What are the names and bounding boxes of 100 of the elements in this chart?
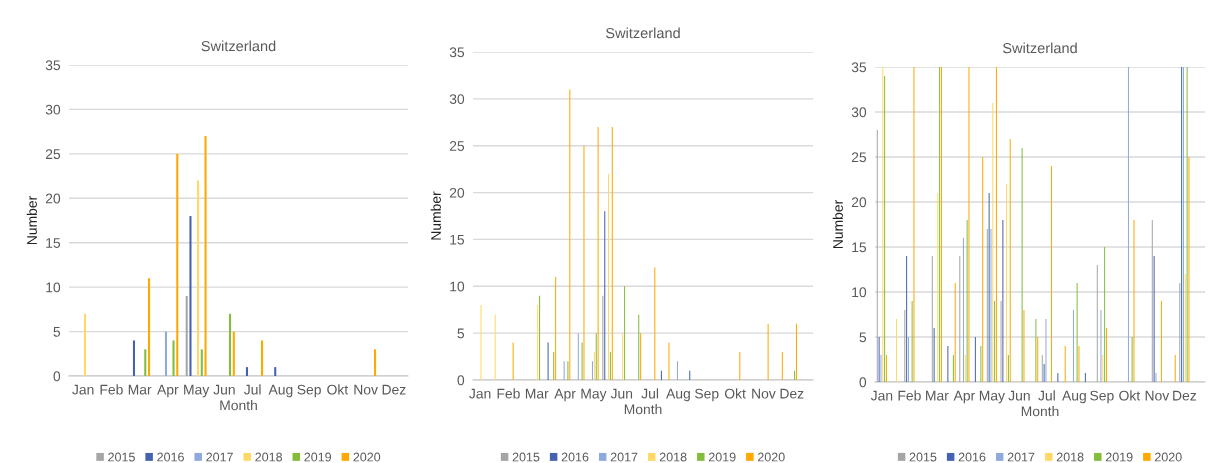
y-tick-label: 0 — [859, 377, 867, 388]
legend-label: 2015 — [512, 452, 540, 462]
x-tick-label: Nov — [354, 384, 378, 395]
bar — [274, 367, 277, 376]
bar — [228, 313, 232, 376]
y-tick-label: 30 — [851, 107, 867, 118]
x-tick-label: Jun — [610, 388, 633, 399]
y-tick-label: 15 — [450, 234, 465, 245]
x-tick-label: Aug — [1062, 390, 1086, 404]
x-tick-label: Feb — [100, 384, 123, 395]
x-tick-label: Okt — [1119, 390, 1141, 401]
bar — [83, 313, 87, 376]
chart-title: Switzerland — [605, 27, 680, 39]
y-tick-label: 10 — [852, 287, 867, 298]
legend-label: 2017 — [206, 452, 233, 462]
bar — [132, 340, 136, 376]
x-tick-label: Jun — [1008, 390, 1030, 401]
x-tick-label: Nov — [752, 388, 776, 399]
x-tick-label: May — [979, 390, 1005, 404]
legend-label: 2018 — [255, 452, 283, 462]
x-tick-label: May — [184, 384, 210, 398]
bar — [200, 349, 203, 376]
y-tick-label: 0 — [457, 375, 465, 386]
legend-label: 2016 — [561, 452, 589, 462]
bar — [189, 216, 192, 376]
y-tick-label: 35 — [851, 62, 867, 73]
x-tick-label: Jul — [641, 388, 659, 399]
bar — [148, 278, 151, 376]
y-tick-label: 10 — [450, 281, 465, 292]
bar — [245, 367, 249, 376]
y-tick-label: 25 — [851, 152, 867, 163]
legend-label: 2015 — [108, 452, 135, 462]
chart-title: Switzerland — [201, 40, 276, 52]
y-tick-label: 15 — [46, 238, 61, 248]
y-tick-label: 35 — [449, 47, 465, 58]
y-tick-label: 20 — [449, 187, 465, 198]
y-tick-label: 15 — [852, 242, 867, 253]
bar — [196, 180, 200, 376]
bar — [176, 153, 179, 376]
y-tick-label: 25 — [449, 141, 465, 151]
legend-label: 2016 — [157, 452, 184, 462]
bar — [185, 296, 188, 376]
x-tick-label: Dez — [1173, 390, 1197, 401]
x-tick-label: Mar — [128, 384, 152, 395]
legend-label: 2019 — [708, 452, 736, 462]
x-tick-label: Dez — [780, 388, 804, 399]
y-tick-label: 35 — [45, 60, 61, 71]
x-tick-label: Feb — [898, 390, 921, 401]
y-tick-label: 30 — [449, 94, 465, 105]
x-tick-label: Sep — [297, 384, 321, 398]
x-tick-label: Feb — [497, 388, 520, 399]
legend-label: 2019 — [1105, 452, 1133, 462]
legend-label: 2015 — [909, 452, 937, 462]
legend-label: 2020 — [1154, 452, 1182, 462]
x-tick-label: Jun — [213, 384, 235, 395]
legend-label: 2020 — [757, 452, 785, 462]
x-tick-label: Okt — [724, 388, 746, 399]
legend-label: 2016 — [958, 452, 986, 462]
legend-label: 2018 — [1056, 452, 1084, 462]
y-tick-label: 5 — [859, 332, 867, 343]
x-tick-label: Apr — [554, 388, 576, 402]
x-tick-label: Apr — [157, 384, 179, 398]
y-axis-title: Number — [832, 200, 843, 249]
x-tick-label: Okt — [327, 384, 349, 395]
x-tick-label: Nov — [1145, 390, 1170, 401]
y-tick-label: 10 — [46, 282, 61, 293]
bar — [144, 349, 147, 376]
bar — [164, 331, 168, 376]
y-tick-label: 5 — [457, 328, 465, 339]
bar — [232, 331, 235, 376]
y-tick-label: 25 — [45, 149, 61, 160]
bar — [374, 349, 377, 376]
legend-label: 2020 — [353, 452, 381, 462]
legend-label: 2017 — [1007, 452, 1035, 462]
y-axis-title: Number — [26, 196, 37, 245]
x-tick-label: May — [581, 388, 607, 402]
x-axis-title: Month — [624, 404, 662, 415]
x-axis-title: Month — [1021, 406, 1059, 417]
x-tick-label: Aug — [268, 384, 293, 398]
y-tick-label: 20 — [851, 197, 867, 208]
x-tick-label: Aug — [666, 388, 690, 402]
x-tick-label: Jan — [72, 384, 94, 395]
bar — [204, 136, 207, 376]
y-tick-label: 5 — [53, 327, 61, 337]
bar — [172, 340, 175, 376]
chart-title: Switzerland — [1002, 42, 1077, 54]
y-tick-label: 20 — [45, 193, 61, 204]
x-tick-label: Sep — [695, 388, 719, 402]
x-tick-label: Jul — [243, 384, 261, 395]
x-axis-title: Month — [220, 400, 257, 411]
legend-label: 2019 — [304, 452, 332, 462]
legend-label: 2018 — [659, 452, 687, 462]
bar — [261, 340, 264, 376]
x-tick-label: Mar — [525, 388, 549, 399]
x-tick-label: Mar — [926, 390, 949, 401]
x-tick-label: Jul — [1038, 390, 1055, 401]
x-tick-label: Jan — [469, 388, 491, 399]
legend-label: 2017 — [610, 452, 638, 462]
x-tick-label: Dez — [382, 384, 406, 395]
y-tick-label: 0 — [53, 371, 61, 382]
